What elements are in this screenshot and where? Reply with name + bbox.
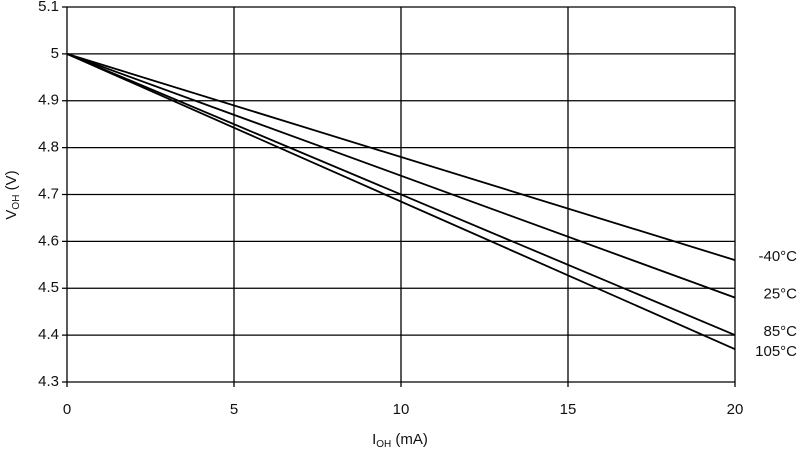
y-tick-label: 5.1 [38, 0, 59, 15]
x-tick-label: 0 [63, 401, 71, 418]
x-tick-label: 20 [727, 401, 744, 418]
series-label: 25°C [763, 286, 797, 303]
y-tick-label: 4.6 [38, 232, 59, 249]
series-line [66, 53, 736, 351]
y-tick-label: 4.3 [38, 373, 59, 390]
x-label-unit: (mA) [391, 431, 428, 448]
y-tick-label: 4.5 [38, 279, 59, 296]
series-line [66, 53, 736, 261]
x-tick-label: 5 [230, 401, 238, 418]
series-label: -40°C [758, 248, 797, 265]
y-tick-label: 4.4 [38, 326, 59, 343]
y-tick-label: 4.8 [38, 139, 59, 156]
x-label-main: I [372, 431, 376, 448]
y-label-main: V [3, 210, 20, 220]
series-line [66, 53, 736, 336]
y-label-unit: (V) [3, 170, 20, 194]
series-label: 105°C [755, 343, 797, 360]
x-tick-label: 15 [560, 401, 577, 418]
y-label-sub: OH [11, 195, 22, 210]
x-tick-label: 10 [393, 401, 410, 418]
y-tick-label: 5 [51, 45, 59, 62]
y-tick-label: 4.7 [38, 185, 59, 202]
series-label: 85°C [763, 323, 797, 340]
y-axis-label: VOH (V) [3, 170, 22, 219]
x-axis-label: IOH (mA) [372, 431, 428, 450]
series-line [66, 53, 736, 299]
y-tick-label: 4.9 [38, 92, 59, 109]
x-label-sub: OH [376, 439, 391, 450]
